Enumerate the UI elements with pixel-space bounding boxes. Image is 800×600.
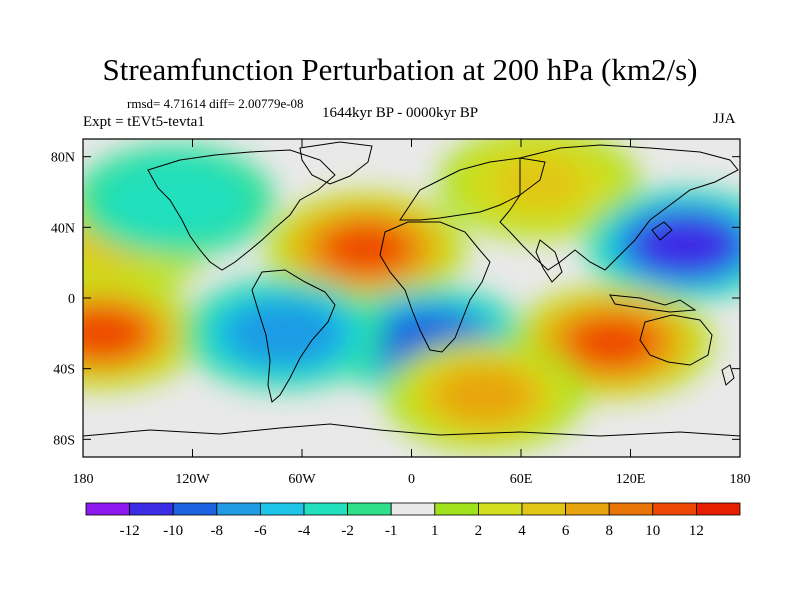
- y-tick-label: 0: [68, 292, 75, 307]
- anomaly-north-pacific-mid-low: [120, 170, 228, 232]
- y-tick-label: 80N: [51, 151, 75, 166]
- colorbar-label: 8: [605, 523, 613, 539]
- contour-fill: [83, 139, 740, 457]
- coast-australia: [639, 314, 713, 366]
- colorbar-label: 1: [431, 523, 439, 539]
- colorbar-swatch: [390, 502, 436, 516]
- colorbar-swatch: [477, 502, 523, 516]
- coastlines: [83, 141, 740, 437]
- coast-south-america: [251, 269, 336, 403]
- season-label: JJA: [713, 111, 736, 127]
- colorbar-label: 6: [562, 523, 570, 539]
- colorbar-label: 12: [689, 523, 704, 539]
- colorbar-swatch: [521, 502, 566, 516]
- colorbar-label: -1: [385, 523, 398, 539]
- coast-asia: [499, 144, 739, 271]
- colorbar: -12 -10 -8 -6 -4 -2 -1 1 2 4 6 8 10 12: [85, 502, 741, 539]
- colorbar-swatch: [216, 502, 261, 516]
- coast-india: [535, 239, 563, 283]
- colorbar-label: 2: [475, 523, 483, 539]
- coast-japan: [651, 221, 673, 241]
- colorbar-swatch: [85, 502, 130, 516]
- anomaly-north-atlantic-high: [325, 225, 406, 272]
- colorbar-label: 4: [518, 523, 526, 539]
- coast-africa: [379, 221, 491, 353]
- axis-ticks: 180 120W 60W 0 60E 120E 180 80N 40N 0 40S 80S: [51, 139, 751, 487]
- anomaly-west-pacific-low: [645, 221, 726, 269]
- colorbar-swatch: [434, 502, 479, 516]
- colorbar-swatch: [347, 502, 392, 516]
- colorbar-label: -10: [163, 523, 183, 539]
- anomaly-south-pacific-east-high: [83, 309, 143, 358]
- x-tick-label: 120W: [175, 472, 210, 487]
- colorbar-swatch: [652, 502, 697, 516]
- stats-text: rmsd= 4.71614 diff= 2.00779e-08: [127, 96, 304, 111]
- colorbar-label: -8: [211, 523, 224, 539]
- colorbar-label: -4: [298, 523, 311, 539]
- colorbar-swatch: [696, 502, 741, 516]
- period-label: 1644kyr BP - 0000kyr BP: [322, 105, 479, 121]
- coast-new-zealand: [721, 364, 735, 386]
- coast-antarctica: [83, 423, 740, 437]
- x-tick-label: 60E: [510, 472, 533, 487]
- x-tick-label: 180: [73, 472, 94, 487]
- anomaly-australia-high: [572, 318, 653, 366]
- y-tick-label: 40N: [51, 221, 75, 236]
- colorbar-label: -2: [341, 523, 354, 539]
- x-tick-label: 60W: [288, 472, 316, 487]
- y-tick-label: 80S: [53, 433, 75, 448]
- colorbar-label: -12: [120, 523, 140, 539]
- colorbar-swatch: [172, 502, 218, 516]
- coast-indonesia: [609, 294, 697, 313]
- anomaly-southern-ocean-high: [437, 367, 532, 423]
- anomaly-south-pacific-low: [239, 307, 328, 359]
- experiment-label: Expt = tEVt5-tevta1: [83, 114, 205, 130]
- colorbar-swatch: [608, 502, 654, 516]
- colorbar-label: 10: [645, 523, 660, 539]
- x-tick-label: 180: [730, 472, 751, 487]
- coast-europe: [399, 157, 546, 221]
- colorbar-swatch: [565, 502, 610, 516]
- colorbar-swatch: [259, 502, 305, 516]
- colorbar-swatch: [303, 502, 348, 516]
- x-tick-label: 0: [408, 472, 415, 487]
- chart-title: Streamfunction Perturbation at 200 hPa (…: [102, 52, 698, 87]
- colorbar-swatch: [129, 502, 174, 516]
- colorbar-label: -6: [254, 523, 267, 539]
- x-tick-label: 120E: [616, 472, 646, 487]
- coast-north-america: [147, 149, 336, 271]
- y-tick-label: 40S: [53, 363, 75, 378]
- coast-greenland: [299, 141, 373, 185]
